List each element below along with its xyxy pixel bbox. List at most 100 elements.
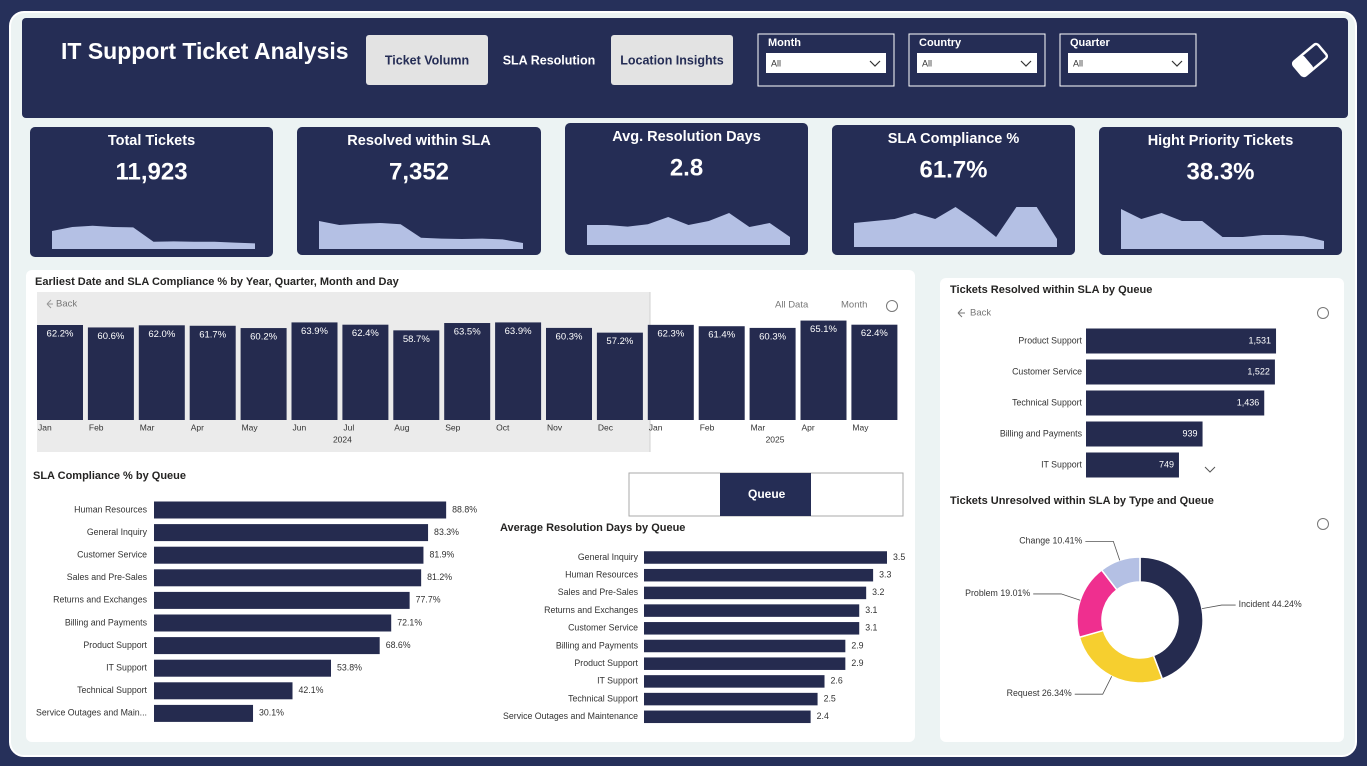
bar: [154, 704, 254, 722]
kpi-value: 2.8: [670, 154, 703, 181]
leader-line: [1074, 676, 1113, 695]
bar-value-label: 83.3%: [434, 527, 459, 537]
bar: [644, 675, 825, 688]
donut-slice: [1100, 556, 1141, 591]
chart-control[interactable]: Back: [56, 299, 77, 310]
filter-dropdown[interactable]: [1068, 53, 1188, 73]
bar: [644, 586, 867, 600]
bar: [154, 591, 410, 609]
bar: [154, 637, 380, 655]
kpi-sparkline: [319, 221, 523, 249]
back-arrow: [46, 299, 53, 309]
column-value-label: 61.7%: [199, 329, 226, 340]
kpi-title: Hight Priority Tickets: [1148, 133, 1294, 149]
tab-label[interactable]: Location Insights: [620, 53, 724, 67]
tab-button[interactable]: [611, 35, 733, 85]
donut-label-category: Problem: [965, 588, 998, 598]
y-tick-label: Customer Service: [77, 550, 147, 560]
donut-label: Change 10.41%: [1019, 536, 1082, 546]
bar-value-label: 2.9: [851, 640, 863, 650]
filter-value: All: [1073, 58, 1083, 68]
help-icons: [886, 300, 1329, 530]
help-icon[interactable]: [1317, 307, 1329, 319]
bar: [154, 569, 422, 587]
column-value-label: 63.5%: [454, 327, 481, 338]
y-tick-label: Billing and Payments: [65, 617, 148, 627]
chart-control[interactable]: All Data: [775, 300, 809, 311]
column-bar: [698, 326, 745, 420]
column-bar: [393, 330, 440, 420]
eraser-tip: [1293, 55, 1314, 76]
chart-control[interactable]: Month: [841, 300, 867, 311]
eraser-icon[interactable]: [1291, 42, 1329, 78]
kpi-value: 61.7%: [919, 156, 987, 183]
tab-button[interactable]: [366, 35, 488, 85]
donut-label-value: 26.34%: [1042, 688, 1072, 698]
bar-value-label: 81.2%: [427, 572, 452, 582]
help-icon[interactable]: [886, 300, 898, 312]
y-tick-label: Returns and Exchanges: [53, 595, 147, 605]
x-tick-label: Dec: [598, 422, 614, 432]
filter-box: [908, 33, 1046, 87]
column-value-label: 58.7%: [403, 334, 430, 345]
bar-value-label: 2.5: [824, 693, 836, 703]
filter-dropdown[interactable]: [766, 53, 886, 73]
x-tick-label: Jan: [649, 422, 663, 432]
column-bar: [546, 327, 592, 420]
x-group-label: 2025: [766, 434, 785, 444]
x-group-label: 2024: [333, 434, 352, 444]
bar: [1086, 421, 1203, 447]
bar: [154, 659, 332, 677]
bar: [154, 501, 447, 519]
column-bar: [851, 324, 898, 420]
tab-label[interactable]: SLA Resolution: [503, 53, 596, 67]
column-bar: [342, 324, 389, 420]
donut-label-value: 10.41%: [1052, 536, 1082, 546]
x-tick-label: Jun: [293, 422, 307, 432]
x-tick-label: Nov: [547, 422, 563, 432]
column-bar: [749, 327, 796, 420]
chart-control[interactable]: Back: [970, 308, 991, 319]
filter-label: Month: [768, 37, 801, 49]
column-bar: [189, 325, 236, 420]
x-tick-label: Feb: [700, 422, 715, 432]
tab-label[interactable]: Ticket Volumn: [385, 53, 469, 67]
column-value-label: 62.0%: [148, 329, 175, 340]
filter-label: Quarter: [1070, 37, 1110, 49]
bar-value-label: 88.8%: [452, 504, 477, 514]
filter-label: Country: [919, 37, 962, 49]
filter-dropdown[interactable]: [917, 53, 1037, 73]
y-tick-label: Returns and Exchanges: [544, 605, 638, 615]
y-tick-label: Service Outages and Main...: [36, 708, 147, 718]
kpi-card: [30, 127, 273, 257]
column-value-label: 57.2%: [606, 336, 633, 347]
help-icon[interactable]: [1317, 518, 1329, 530]
chart-title: Average Resolution Days by Queue: [500, 522, 685, 534]
donut-label-category: Incident: [1239, 599, 1270, 609]
x-tick-label: May: [852, 422, 869, 432]
column-bar: [240, 328, 287, 420]
column-bar: [800, 320, 847, 420]
queue-slicer-selected[interactable]: [720, 473, 811, 516]
y-tick-label: Sales and Pre-Sales: [558, 587, 639, 597]
bar-value-label: 2.9: [851, 658, 863, 668]
y-tick-label: Billing and Payments: [1000, 428, 1083, 438]
y-tick-label: Service Outages and Maintenance: [503, 711, 638, 721]
queue-slicer-label[interactable]: Queue: [748, 487, 786, 501]
x-tick-label: Aug: [394, 422, 409, 432]
kpi-title: Avg. Resolution Days: [612, 129, 761, 145]
expand-chevron[interactable]: [1204, 466, 1216, 473]
chart-title: Tickets Resolved within SLA by Queue: [950, 284, 1152, 296]
column-bar: [138, 325, 185, 420]
y-tick-label: Billing and Payments: [556, 640, 639, 650]
bar: [154, 614, 392, 632]
bar-value-label: 3.1: [865, 605, 877, 615]
column-value-label: 60.2%: [250, 332, 277, 343]
donut-slice: [1139, 556, 1204, 680]
y-tick-label: IT Support: [106, 663, 147, 673]
column-value-label: 60.3%: [556, 331, 583, 342]
kpi-value: 7,352: [389, 158, 449, 185]
bar: [644, 657, 846, 670]
